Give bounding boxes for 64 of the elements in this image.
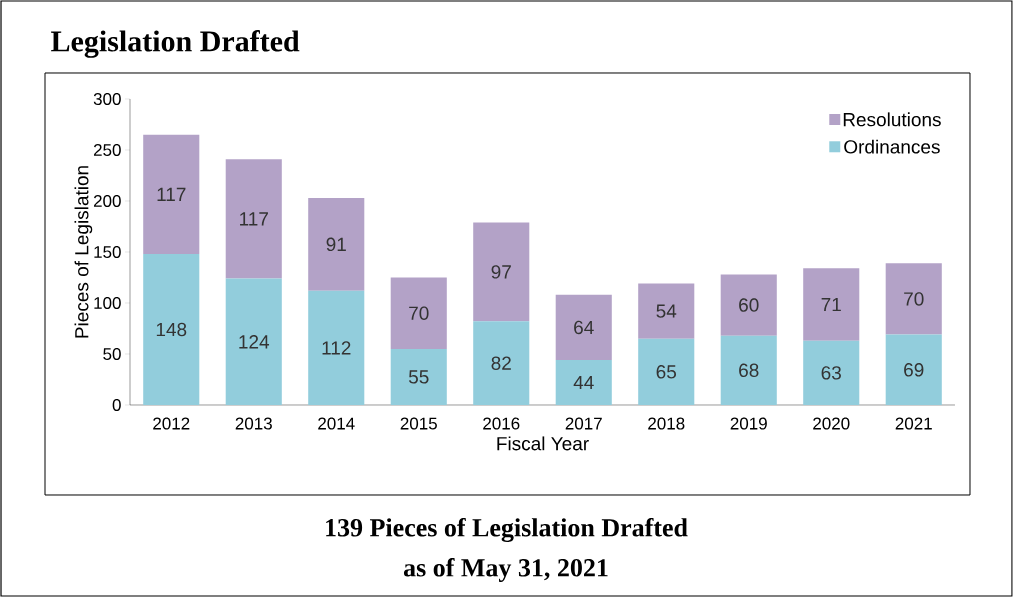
x-tick-label: 2018 — [648, 417, 685, 430]
y-axis-title: Pieces of Legislation — [74, 166, 93, 338]
data-label: 82 — [491, 356, 511, 370]
text: as of May 31, 2021 — [403, 558, 608, 582]
data-label: 70 — [904, 292, 924, 306]
bar — [308, 290, 365, 405]
data-label: 69 — [904, 363, 924, 377]
x-tick-label: 2017 — [565, 417, 602, 430]
x-tick-label: 2016 — [483, 417, 520, 430]
bar — [885, 263, 942, 335]
x-tick-label: 2013 — [235, 417, 272, 430]
bar — [638, 338, 695, 405]
bar — [390, 348, 447, 405]
x-tick-label: 2021 — [895, 417, 932, 430]
bar — [555, 294, 612, 361]
y-tick-label: 150 — [94, 245, 121, 259]
x-tick-label: 2014 — [318, 417, 355, 430]
y-tick-label: 200 — [93, 194, 121, 208]
data-label: 97 — [491, 265, 511, 279]
x-tick-label: 2015 — [400, 417, 437, 430]
data-label: 117 — [240, 212, 268, 226]
data-label: 60 — [739, 298, 759, 312]
bar — [473, 321, 530, 405]
data-label: 64 — [574, 320, 594, 335]
chart-title: Legislation Drafted — [51, 30, 300, 58]
data-label: 124 — [239, 335, 270, 349]
bar — [803, 268, 860, 341]
data-label: 68 — [739, 363, 759, 378]
y-tick-label: 100 — [94, 296, 121, 310]
data-label: 63 — [821, 366, 841, 380]
bar — [308, 197, 365, 291]
y-tick-label: 300 — [93, 92, 121, 106]
legend-label: Ordinances — [844, 139, 940, 154]
x-axis-title: Fiscal Year — [497, 436, 589, 451]
y-tick-label: 250 — [93, 143, 121, 157]
data-label: 117 — [157, 187, 186, 201]
data-label: 70 — [409, 306, 429, 320]
legend-label: Resolutions — [843, 112, 941, 127]
bar — [885, 334, 942, 405]
y-tick-label: 50 — [103, 347, 121, 361]
bar — [225, 159, 282, 279]
bar — [803, 340, 860, 405]
bar — [638, 283, 695, 339]
data-label: 54 — [656, 304, 677, 318]
bar — [473, 222, 530, 322]
x-tick-label: 2019 — [730, 417, 767, 430]
data-label: 44 — [573, 376, 594, 390]
bar — [555, 360, 612, 405]
bar — [143, 134, 200, 255]
bar — [143, 254, 200, 405]
text: 139 Pieces of Legislation Drafted — [326, 517, 688, 543]
x-tick-label: 2012 — [153, 417, 190, 430]
data-label: 71 — [821, 297, 841, 312]
data-label: 55 — [408, 370, 429, 384]
data-label: 112 — [322, 341, 351, 355]
bar — [720, 274, 777, 336]
bar — [225, 278, 282, 405]
data-label: 148 — [156, 322, 187, 337]
data-label: 65 — [656, 365, 677, 379]
bar — [720, 335, 777, 405]
data-label: 91 — [326, 237, 346, 252]
bar — [390, 277, 447, 349]
y-tick-label: 0 — [112, 398, 121, 412]
x-tick-label: 2020 — [813, 417, 850, 430]
